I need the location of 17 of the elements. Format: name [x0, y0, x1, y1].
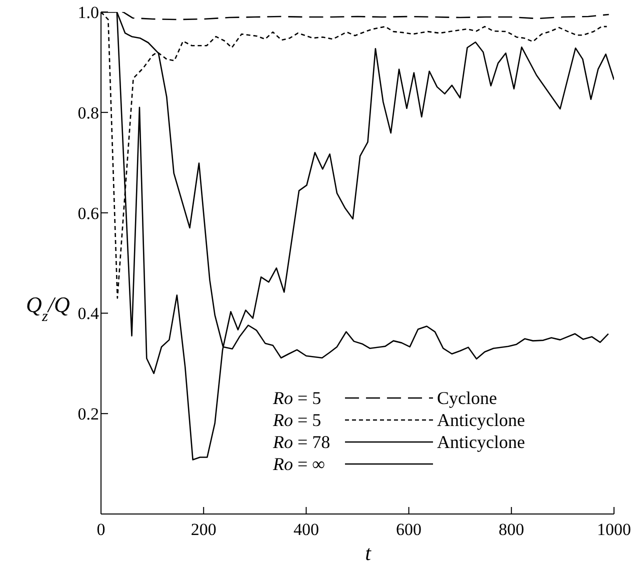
- text: Ro = 5 Anticyclone: [273, 410, 525, 430]
- x-tick-label: 800: [498, 520, 524, 540]
- text: Ro = 78 Anticyclone: [273, 432, 525, 452]
- y-axis-title: Q$_{z}$/Q: [26, 292, 70, 324]
- legend-label: Ro = ∞: [272, 454, 326, 474]
- y-tick-label: 0.8: [78, 103, 99, 122]
- x-tick-label: 200: [190, 520, 216, 540]
- text: Ro = 5 Cyclone: [273, 388, 497, 408]
- y-tick-label: 0.2: [78, 404, 99, 424]
- y-tick-label: 0.6: [78, 204, 99, 223]
- x-tick-label: 1000: [597, 520, 631, 540]
- y-tick-label: 1.0: [78, 3, 99, 22]
- x-tick-label: 600: [396, 520, 422, 540]
- x-tick-label: 0: [96, 520, 106, 540]
- y-tick-label: 0.4: [78, 304, 100, 324]
- x-axis-title: t: [365, 541, 372, 565]
- x-tick-label: 400: [293, 520, 319, 540]
